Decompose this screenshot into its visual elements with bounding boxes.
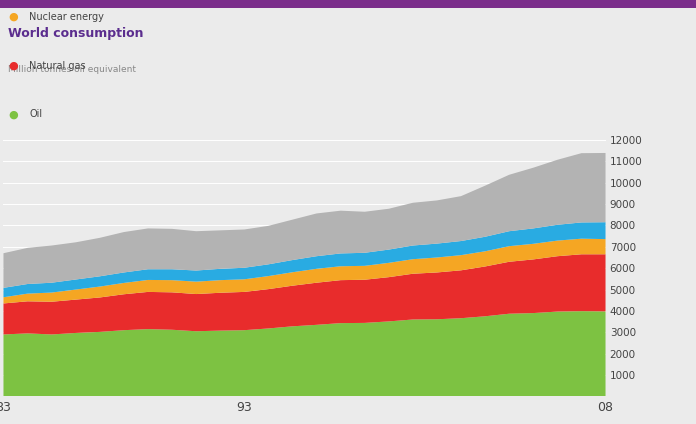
Text: ●: ● <box>8 109 18 120</box>
Text: World consumption: World consumption <box>8 27 144 40</box>
Text: Natural gas: Natural gas <box>29 61 86 71</box>
Text: Million tonnes oil equivalent: Million tonnes oil equivalent <box>8 65 136 74</box>
Text: Nuclear energy: Nuclear energy <box>29 12 104 22</box>
Text: ●: ● <box>8 61 18 71</box>
Text: Oil: Oil <box>29 109 42 120</box>
Text: ●: ● <box>8 12 18 22</box>
